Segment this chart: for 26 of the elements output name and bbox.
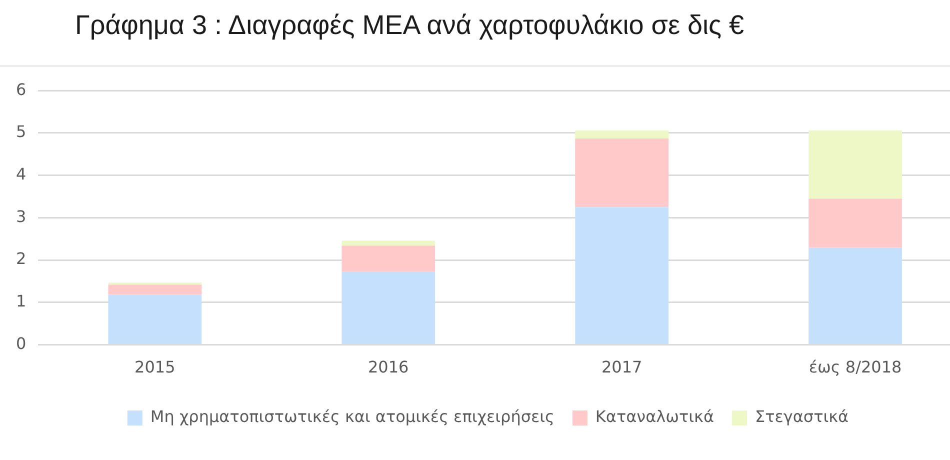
- y-tick-label: 1: [16, 292, 26, 311]
- x-tick-label: 2015: [134, 358, 176, 377]
- bar: [808, 198, 902, 248]
- x-tick-label: 2017: [601, 358, 642, 377]
- bar: [575, 207, 669, 344]
- y-tick-label: 3: [16, 206, 26, 226]
- bar: [575, 138, 669, 208]
- bar: [808, 248, 902, 344]
- y-tick-label: 4: [16, 164, 26, 184]
- bar: [342, 240, 436, 246]
- y-tick-label: 5: [16, 122, 26, 142]
- x-tick-label: έως 8/2018: [808, 358, 902, 377]
- bar: [342, 272, 436, 344]
- y-tick-label: 2: [16, 249, 26, 268]
- bar: [108, 294, 202, 344]
- bar: [108, 284, 202, 295]
- legend-label: Στεγαστικά: [755, 407, 849, 426]
- bar: [808, 130, 902, 199]
- chart-title: Γράφημα 3 : Διαγραφές ΜΕΑ ανά χαρτοφυλάκιο σε δις €: [75, 10, 744, 42]
- legend-label: Καταναλωτικά: [595, 407, 714, 426]
- x-tick-label: 2016: [368, 358, 409, 377]
- bar: [575, 130, 669, 138]
- y-tick-label: 0: [16, 334, 26, 353]
- bar: [342, 246, 436, 272]
- legend-label: Μη χρηματοπιστωτικές και ατομικές επιχειρήσεις: [150, 407, 554, 426]
- y-tick-label: 6: [16, 80, 26, 99]
